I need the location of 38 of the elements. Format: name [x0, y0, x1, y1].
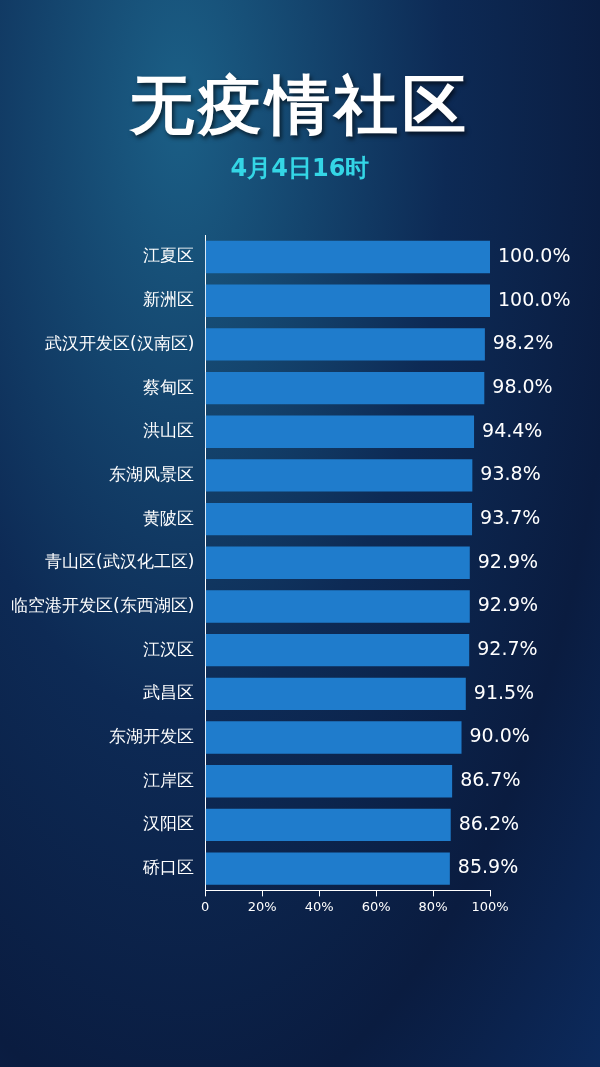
y-tick-label: 临空港开发区(东西湖区) — [11, 594, 195, 615]
data-label: 93.8% — [480, 462, 541, 485]
y-tick-label: 东湖开发区 — [109, 725, 195, 746]
x-tick-label: 40% — [304, 898, 334, 914]
data-label: 92.9% — [477, 549, 539, 572]
data-label: 86.2% — [458, 811, 520, 834]
y-tick-label: 江汉区 — [143, 638, 195, 659]
x-tick-label: 0 — [201, 898, 210, 914]
data-label: 85.9% — [457, 855, 519, 878]
data-label: 94.4% — [482, 418, 543, 441]
data-label: 86.7% — [460, 768, 521, 791]
y-tick-label: 黄陂区 — [143, 507, 195, 528]
y-tick-label: 汉阳区 — [143, 813, 195, 834]
data-label: 91.5% — [473, 680, 535, 703]
y-tick-label: 武昌区 — [143, 682, 195, 703]
data-label: 98.0% — [492, 375, 553, 398]
x-tick-label: 80% — [418, 898, 448, 914]
data-label: 92.9% — [477, 593, 539, 616]
data-label: 98.2% — [492, 331, 554, 354]
data-label: 90.0% — [469, 724, 530, 747]
y-tick-label: 蔡甸区 — [143, 376, 195, 397]
y-tick-label: 新洲区 — [143, 289, 195, 310]
x-tick-label: 100% — [471, 898, 509, 914]
data-label: 100.0% — [498, 287, 571, 310]
y-tick-label: 洪山区 — [143, 420, 195, 441]
x-tick-label: 60% — [361, 898, 391, 914]
data-label: 93.7% — [480, 506, 541, 529]
y-tick-label: 青山区(武汉化工区) — [45, 551, 195, 572]
x-tick-label: 20% — [247, 898, 277, 914]
y-tick-label: 东湖风景区 — [109, 463, 195, 484]
y-tick-label: 江夏区 — [143, 245, 195, 266]
data-label: 92.7% — [477, 637, 538, 660]
chart-subtitle: 4月4日16时 — [229, 153, 371, 184]
data-label: 100.0% — [498, 243, 571, 266]
y-tick-label: 硚口区 — [142, 856, 195, 877]
y-tick-label: 武汉开发区(汉南区) — [45, 332, 195, 353]
chart-title: 无疫情社区 — [128, 67, 471, 144]
y-tick-label: 江岸区 — [143, 769, 195, 790]
